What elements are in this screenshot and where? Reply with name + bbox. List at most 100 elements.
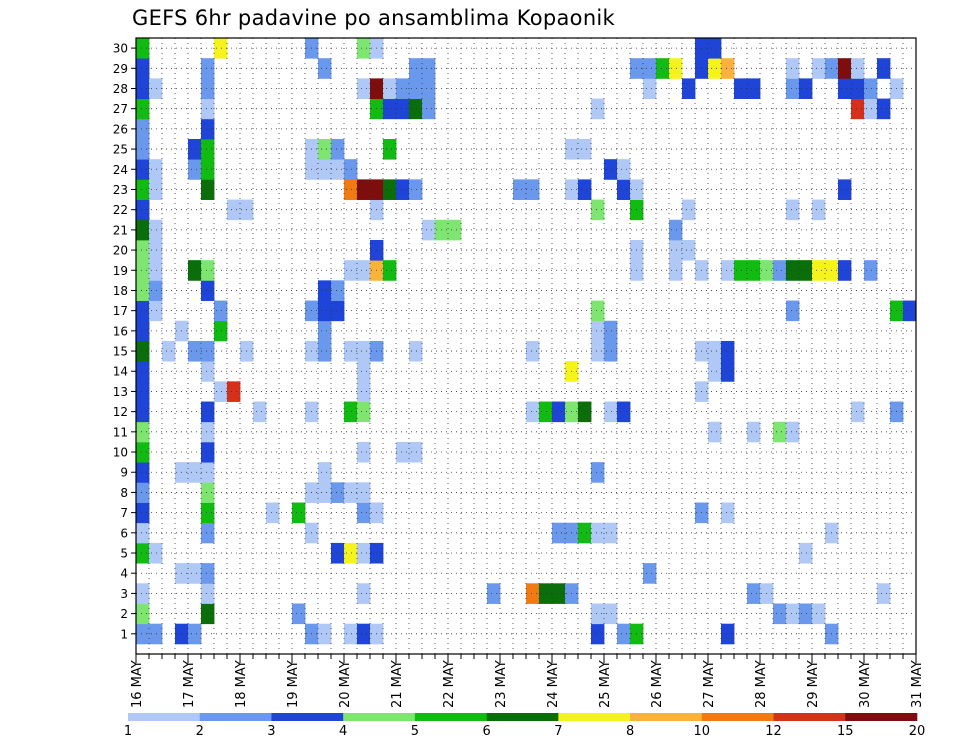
data-cell (799, 260, 813, 281)
data-cell (331, 542, 345, 564)
data-cell (591, 623, 605, 645)
y-tick-label: 24 (113, 163, 128, 177)
colorbar-label: 2 (196, 724, 204, 739)
data-cell (344, 623, 358, 645)
data-cell (201, 179, 215, 200)
data-cell (903, 300, 917, 322)
data-cell (357, 401, 371, 423)
data-cell (318, 300, 332, 322)
data-cell (357, 340, 371, 362)
data-cell (201, 482, 215, 503)
data-cell (318, 340, 332, 362)
data-cell (591, 320, 605, 342)
data-cell (591, 199, 605, 221)
x-tick-label: 24 MAY (546, 660, 561, 708)
data-cell (396, 78, 410, 99)
data-cell (838, 260, 852, 281)
colorbar-label: 8 (626, 724, 634, 739)
data-cell (201, 522, 215, 544)
data-cell (786, 421, 800, 443)
data-cell (201, 462, 215, 483)
data-cell (617, 159, 631, 180)
data-cell (136, 623, 150, 645)
data-cell (409, 441, 423, 463)
data-cell (708, 421, 722, 443)
data-cell (864, 260, 878, 281)
colorbar-segment (271, 713, 344, 721)
x-axis: 16 MAY 17 MAY 18 MAY 19 MAY 20 MAY 21 MAY 22 M… (130, 654, 925, 708)
data-cell (539, 583, 553, 604)
data-cell (214, 38, 228, 59)
data-cell (318, 159, 332, 180)
data-cell (357, 38, 371, 59)
data-cell (591, 98, 605, 120)
data-cell (149, 179, 163, 200)
data-cell (708, 58, 722, 79)
data-cell (149, 300, 163, 322)
x-tick-label: 17 MAY (182, 660, 197, 708)
data-cell (734, 78, 748, 99)
y-tick-label: 8 (120, 486, 128, 500)
y-tick-label: 27 (113, 102, 128, 116)
data-cell (201, 118, 215, 140)
data-cell (344, 401, 358, 423)
data-cell (201, 502, 215, 524)
y-tick-label: 3 (120, 587, 128, 601)
y-tick-label: 13 (113, 385, 128, 399)
data-cell (136, 219, 150, 241)
y-tick-label: 11 (113, 425, 128, 439)
data-cell (188, 260, 202, 281)
data-cell (669, 239, 683, 261)
y-tick-label: 1 (120, 627, 128, 641)
data-cell (838, 58, 852, 79)
data-cell (851, 401, 865, 423)
data-cell (318, 58, 332, 79)
x-tick-label: 22 MAY (442, 660, 457, 708)
data-cell (396, 98, 410, 120)
data-cell (136, 603, 150, 625)
data-cell (318, 320, 332, 342)
colorbar-label: 15 (837, 724, 854, 739)
y-tick-label: 28 (113, 82, 128, 96)
y-tick-label: 10 (113, 446, 128, 460)
data-cell (578, 401, 592, 423)
data-cell (201, 583, 215, 604)
data-cell (149, 78, 163, 99)
data-cell (136, 542, 150, 564)
data-cell (877, 58, 891, 79)
x-tick-label: 20 MAY (338, 660, 353, 708)
data-cell (149, 623, 163, 645)
data-cell (136, 199, 150, 221)
y-tick-label: 30 (113, 42, 128, 56)
colorbar-segment (486, 713, 559, 721)
data-cell (214, 300, 228, 322)
data-cell (708, 361, 722, 382)
data-cell (487, 583, 501, 604)
data-cell (149, 159, 163, 180)
data-cell (292, 502, 306, 524)
x-tick-label: 19 MAY (286, 660, 301, 708)
data-cell (318, 280, 332, 301)
data-cell (357, 623, 371, 645)
data-cell (643, 78, 657, 99)
data-cell (773, 603, 787, 625)
data-cell (812, 603, 826, 625)
y-tick-label: 9 (120, 466, 128, 480)
data-cell (136, 280, 150, 301)
data-cell (721, 502, 735, 524)
data-cell (773, 421, 787, 443)
data-cell (227, 381, 241, 402)
data-cell (552, 583, 566, 604)
data-cell (149, 260, 163, 281)
data-cell (851, 58, 865, 79)
data-cell (162, 340, 176, 362)
data-cell (682, 199, 696, 221)
data-cell (136, 320, 150, 342)
data-cell (344, 260, 358, 281)
y-tick-label: 12 (113, 405, 128, 419)
colorbar-label: 20 (909, 724, 926, 739)
data-cell (201, 441, 215, 463)
cells-layer (136, 38, 917, 645)
y-tick-label: 18 (113, 284, 128, 298)
